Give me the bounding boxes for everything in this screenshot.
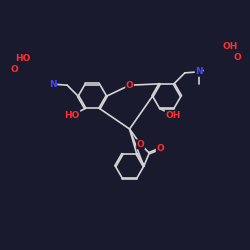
Text: HO: HO xyxy=(15,54,30,64)
Text: N: N xyxy=(195,67,203,76)
Text: O: O xyxy=(11,66,18,74)
Text: O: O xyxy=(137,140,144,149)
Text: HO: HO xyxy=(64,110,80,120)
Text: OH: OH xyxy=(222,42,238,51)
Text: O: O xyxy=(126,81,134,90)
Text: O: O xyxy=(234,53,241,62)
Text: O: O xyxy=(156,144,164,153)
Text: N: N xyxy=(49,80,57,88)
Text: OH: OH xyxy=(165,110,180,120)
